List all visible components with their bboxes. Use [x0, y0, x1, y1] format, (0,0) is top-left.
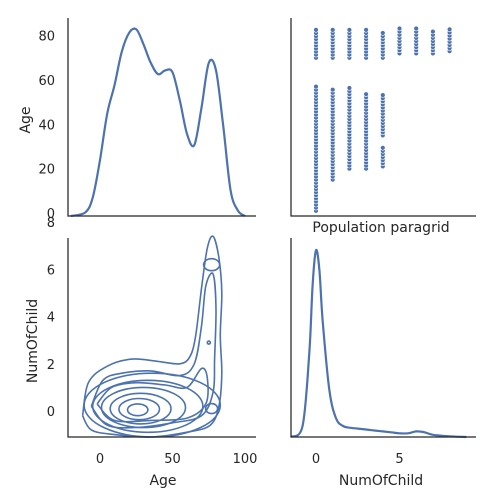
scatter-point	[313, 83, 319, 90]
numofchild-x-tick-label: 0	[312, 452, 320, 467]
age-ylabel: Age	[18, 106, 34, 133]
scatter-point	[363, 27, 369, 33]
panel-contour: 0 2 4 6 8 0 50 100 Age NumOfChild	[25, 216, 257, 489]
age-xlabel: Age	[149, 473, 176, 489]
age-kde-line	[70, 27, 246, 218]
contour-island	[202, 257, 221, 272]
numofchild-kde-line	[290, 248, 467, 439]
scatter-point	[346, 85, 353, 91]
contour-ring	[118, 397, 161, 421]
numofchild-y-ticks: 0 2 4 6 8	[47, 216, 55, 420]
age-x-tick-label: 100	[233, 452, 258, 467]
contour-ring	[91, 379, 204, 434]
numofchild-y-tick-label: 4	[47, 311, 55, 326]
scatter-point	[313, 27, 319, 33]
panel-age-kde: 0 20 40 60 80 Age	[18, 18, 256, 222]
contour-island	[206, 340, 212, 345]
numofchild-xlabel: NumOfChild	[339, 473, 423, 489]
numofchild-y-tick-label: 2	[47, 358, 55, 373]
scatter-point	[363, 91, 369, 97]
panel-tr-spine	[290, 18, 476, 217]
contour-outer	[90, 272, 217, 429]
numofchild-ylabel: NumOfChild	[25, 299, 41, 383]
contour-ring	[109, 392, 172, 425]
scatter-points	[313, 25, 453, 214]
contour-outer	[81, 235, 223, 438]
panel-tl-spine	[67, 18, 256, 217]
age-y-tick-label: 20	[38, 163, 55, 178]
scatter-point	[380, 30, 386, 36]
contour-ring	[126, 403, 149, 417]
numofchild-x-tick-label: 5	[395, 452, 403, 467]
scatter-point	[346, 27, 353, 33]
numofchild-y-tick-label: 8	[47, 216, 55, 231]
numofchild-y-tick-label: 0	[47, 405, 55, 420]
age-x-tick-label: 0	[96, 452, 104, 467]
figure-title: Population paragrid	[312, 220, 449, 236]
panel-scatter: Population paragrid	[290, 18, 476, 236]
scatter-point	[396, 25, 403, 32]
age-y-tick-label: 40	[38, 118, 55, 133]
age-y-tick-label: 0	[47, 207, 55, 222]
contour-outer	[96, 367, 209, 423]
scatter-point	[413, 25, 419, 32]
age-y-tick-label: 60	[38, 74, 55, 89]
contour-island	[204, 402, 219, 415]
scatter-point	[430, 28, 436, 35]
age-x-ticks: 0 50 100	[96, 452, 258, 467]
scatter-point	[380, 92, 386, 98]
panel-bl-spine	[67, 238, 256, 438]
age-y-ticks: 0 20 40 60 80	[38, 30, 55, 222]
panel-br-spine	[290, 238, 476, 438]
age-x-tick-label: 50	[164, 452, 181, 467]
scatter-point	[330, 27, 336, 33]
numofchild-y-tick-label: 6	[47, 263, 55, 278]
kde-contours	[81, 235, 223, 438]
scatter-point	[330, 86, 336, 93]
age-y-tick-label: 80	[38, 30, 55, 45]
scatter-point	[380, 145, 386, 151]
scatter-point	[446, 26, 453, 33]
